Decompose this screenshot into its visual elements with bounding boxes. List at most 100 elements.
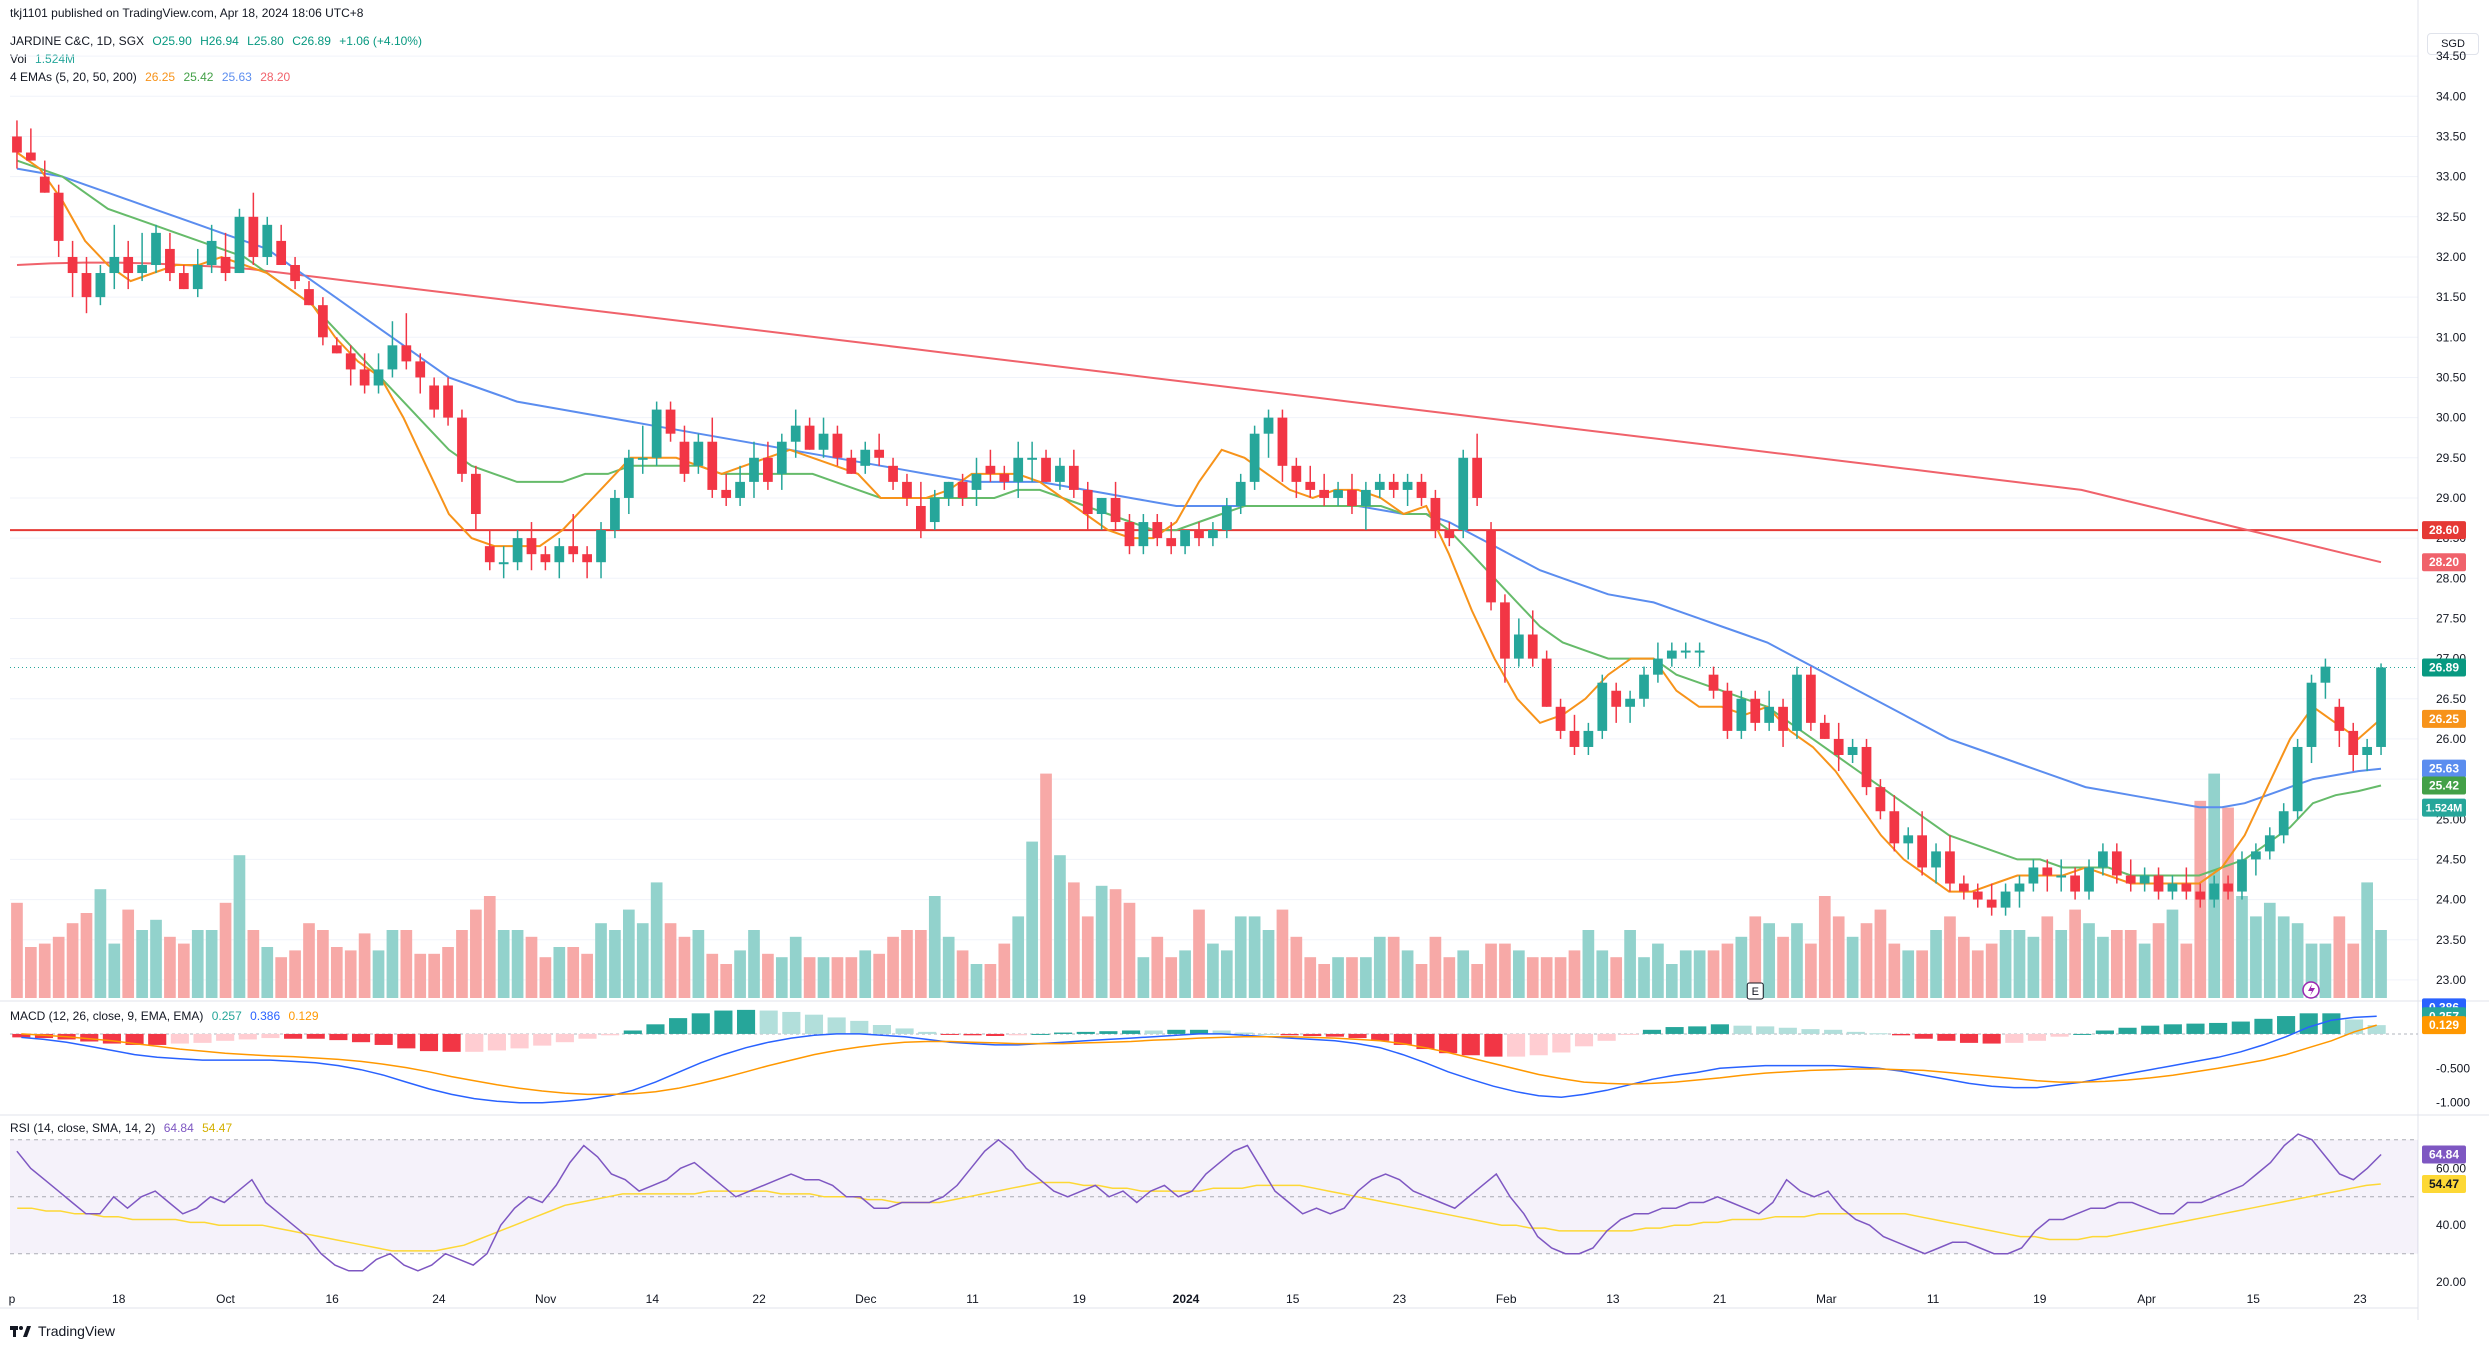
candle — [2153, 867, 2164, 900]
time-axis-label: 13 — [1606, 1292, 1620, 1306]
macd-hist-bar — [510, 1033, 529, 1049]
candle — [2237, 851, 2247, 900]
macd-hist-bar — [329, 1033, 348, 1041]
volume-bar — [1137, 957, 1150, 998]
price-axis: 34.50 34.00 33.50 33.00 32.50 32.00 31.50 31.00… — [2436, 49, 2466, 987]
volume-bar — [108, 943, 121, 998]
volume-bar — [386, 930, 399, 998]
candle — [2181, 867, 2192, 900]
candle — [2056, 859, 2067, 892]
volume-bar — [1540, 957, 1553, 998]
macd-hist-bar — [1982, 1033, 2001, 1044]
volume-bar — [1262, 930, 1275, 998]
candle-body — [387, 345, 398, 370]
ema200-badge-label: 28.20 — [2429, 555, 2459, 569]
candle — [2278, 803, 2289, 844]
volume-bar — [470, 909, 482, 998]
candle — [1138, 514, 1149, 555]
candle — [1541, 650, 1552, 707]
candle — [137, 232, 147, 282]
volume-bar — [25, 947, 37, 998]
macd-line-value: 0.386 — [250, 1009, 281, 1023]
candle — [2348, 722, 2359, 772]
price-axis-label: 31.00 — [2436, 330, 2466, 344]
macd-hist-bar — [1031, 1033, 1050, 1035]
volume-bar — [358, 933, 371, 998]
candle-body — [1138, 522, 1149, 547]
macd-histogram — [12, 1009, 2386, 1057]
candle-body — [804, 425, 815, 450]
candle-body — [2278, 811, 2289, 836]
candle — [1361, 481, 1371, 531]
candle-body — [67, 256, 78, 274]
volume-bar — [1054, 855, 1066, 998]
rsi-ma-badge-label: 54.47 — [2429, 1177, 2459, 1191]
rsi-badge: 64.84 — [2422, 1145, 2466, 1164]
candle-body — [1096, 497, 1107, 515]
candle-body — [2223, 883, 2233, 892]
time-axis-label: p — [9, 1292, 16, 1306]
candle — [2111, 843, 2122, 884]
candle-body — [1388, 481, 1399, 490]
volume-bar — [1415, 964, 1428, 998]
candle — [1527, 610, 1538, 667]
candle — [2251, 843, 2261, 876]
volume-bar — [2319, 943, 2332, 998]
chart-canvas[interactable]: E 34.50 34.00 33.50 33.00 32.50 32.00 31.50 31.0… — [0, 0, 2489, 1320]
candle-body — [916, 505, 926, 531]
candle — [665, 401, 676, 442]
volume-bar — [1193, 909, 1205, 998]
macd-hist-bar — [1507, 1033, 1526, 1057]
tradingview-logo[interactable]: TradingView — [10, 1323, 115, 1339]
candle — [971, 457, 982, 506]
time-axis-label: Oct — [216, 1292, 235, 1306]
candle-body — [2251, 851, 2261, 860]
macd-hist-bar — [487, 1033, 506, 1051]
candle — [1221, 497, 1232, 539]
candle — [359, 353, 370, 394]
candle-body — [1972, 891, 1983, 900]
candle — [39, 160, 50, 193]
last-price-badge-bg — [2422, 658, 2466, 677]
macd-hist-bar — [1778, 1027, 1797, 1034]
volume-bar — [66, 923, 79, 998]
candle-body — [1931, 851, 1941, 868]
candle — [262, 216, 273, 265]
volume-bar — [539, 957, 552, 998]
volume-bar — [317, 930, 329, 998]
volume-bar — [1791, 923, 1803, 998]
volume-bar — [497, 930, 510, 998]
macd-hist-bar — [940, 1033, 959, 1035]
macd-hist-bar — [102, 1033, 121, 1044]
volume-bar — [191, 930, 204, 998]
macd-hist-bar — [2118, 1027, 2137, 1034]
ema20-badge-label: 25.42 — [2429, 779, 2459, 793]
volume-bar — [1457, 950, 1470, 998]
volume-bar — [984, 964, 997, 998]
candle — [1347, 473, 1357, 515]
ema200-badge: 28.20 — [2422, 553, 2466, 572]
candle-body — [1722, 690, 1733, 731]
ema20-badge-bg — [2422, 776, 2466, 795]
volume-bar — [1679, 950, 1692, 998]
candle-body — [2125, 875, 2136, 884]
rsi-axis-label: 60.00 — [2436, 1161, 2466, 1175]
candle-body — [1041, 457, 1051, 482]
macd-hist-bar — [872, 1025, 891, 1034]
volume-bar — [1095, 885, 1108, 998]
candle-body — [1597, 682, 1608, 731]
candle-body — [2264, 835, 2275, 852]
currency-button[interactable]: SGD — [2427, 33, 2479, 55]
volume-bar — [734, 950, 746, 998]
candle-body — [1277, 417, 1288, 466]
volume-bar — [1248, 916, 1261, 998]
macd-hist-bar — [1801, 1029, 1820, 1034]
price-axis-label: 24.00 — [2436, 893, 2466, 907]
candle-body — [248, 216, 259, 257]
volume-bar — [1777, 936, 1789, 998]
candle — [290, 256, 300, 290]
candle-body — [1458, 457, 1469, 531]
volume-bar — [1624, 930, 1636, 998]
candle-body — [596, 530, 606, 563]
volume-bar — [581, 953, 593, 998]
